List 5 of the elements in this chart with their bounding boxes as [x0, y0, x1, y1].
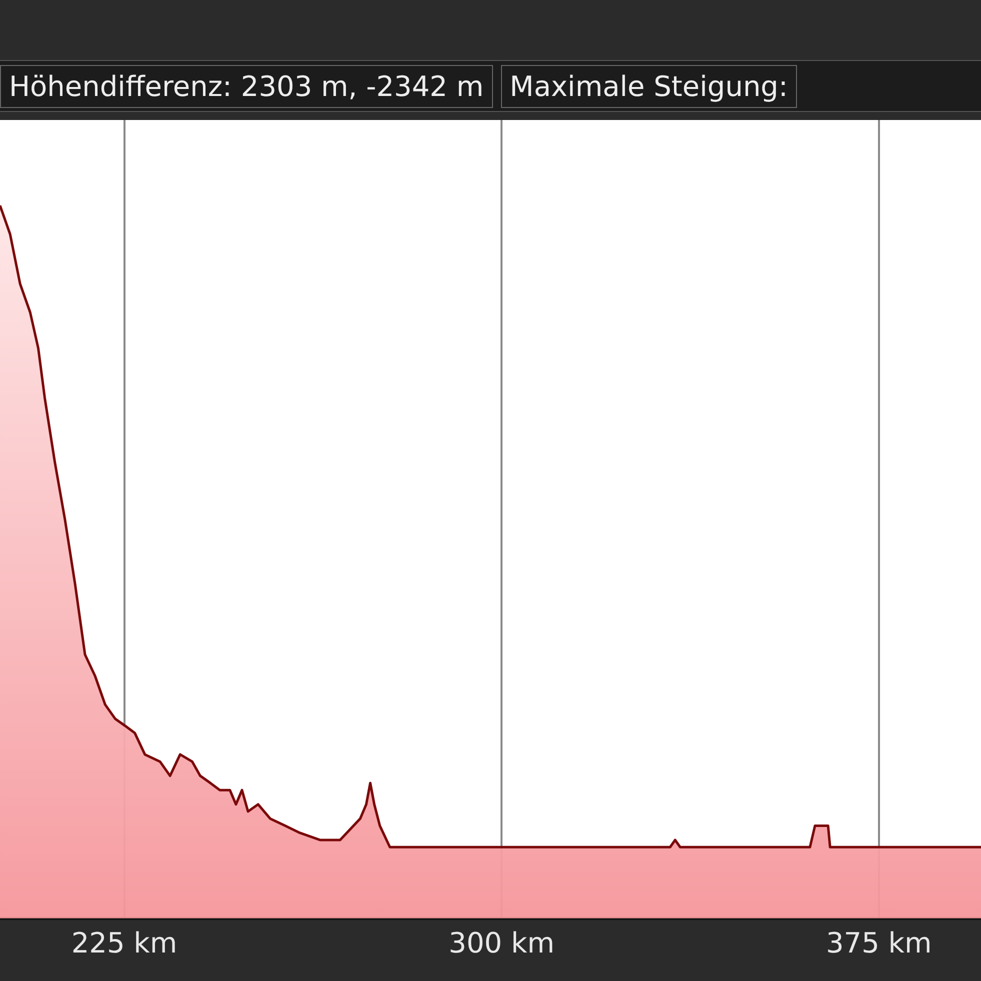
text: Maximale Steigung:: [500, 64, 797, 108]
x-tick-label: 225 km: [71, 926, 178, 960]
text: Höhendifferenz: 2303 m, -2342 m: [0, 64, 493, 108]
x-tick-label: 375 km: [826, 926, 932, 960]
x-tick-label: 300 km: [448, 926, 554, 960]
